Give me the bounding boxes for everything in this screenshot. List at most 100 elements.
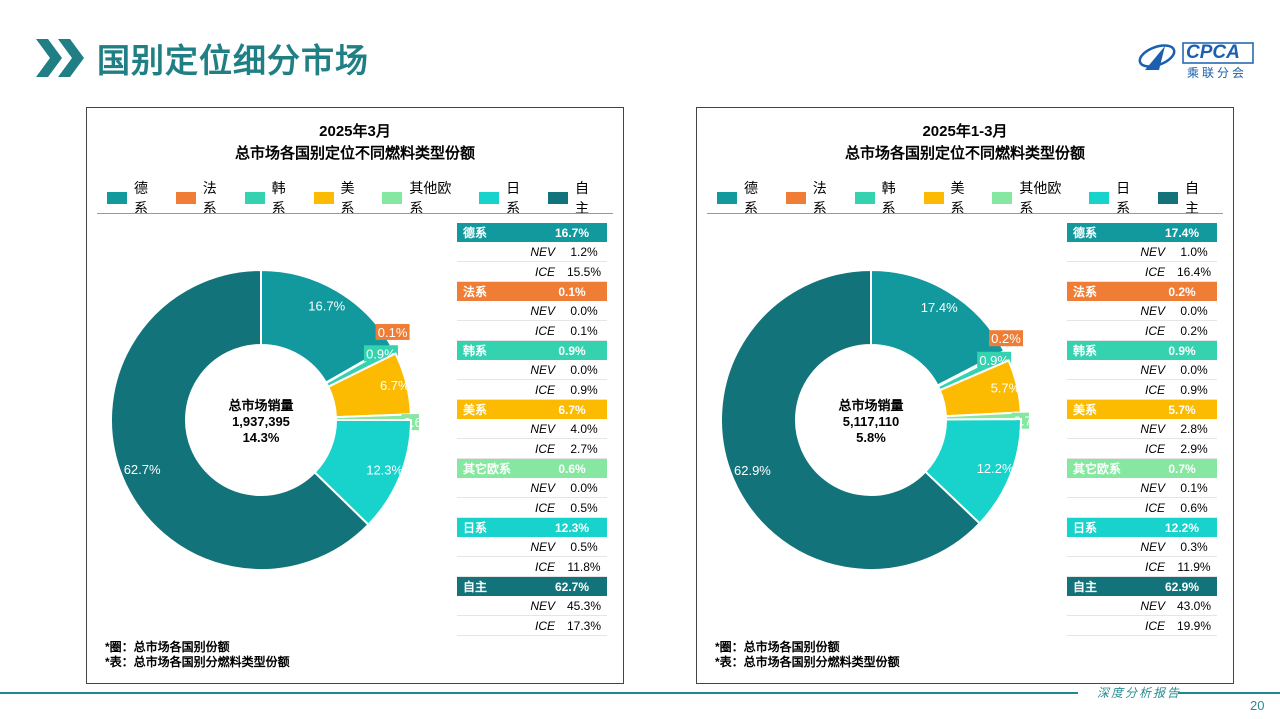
donut-chart: 16.7%0.1%0.9%6.7%0.6%12.3%62.7%总市场销量1,93… [110, 268, 419, 571]
table-group-header: 韩系 0.9% [457, 341, 607, 360]
table-row-label: NEV [530, 362, 555, 377]
table-row: ICE 2.7% [457, 439, 607, 459]
table-group-name: 其它欧系 [1073, 462, 1122, 476]
legend-label: 韩系 [271, 180, 286, 216]
table-row-label: ICE [534, 559, 555, 574]
center-label: 总市场销量 [228, 398, 293, 413]
table-group-name: 其它欧系 [463, 462, 512, 476]
table-group-header: 美系 6.7% [457, 400, 607, 419]
divider [97, 213, 613, 214]
slice-label: 12.2% [977, 461, 1014, 476]
table-row: NEV 43.0% [1067, 596, 1217, 616]
table-row: NEV 0.0% [457, 478, 607, 498]
legend-swatch [717, 192, 737, 204]
legend-swatch [1158, 192, 1179, 204]
table-group-name: 德系 [463, 226, 488, 240]
legend-label: 自主 [1185, 180, 1200, 216]
table-row-label: ICE [534, 323, 555, 338]
legend-label: 其他欧系 [409, 180, 452, 216]
footer-report-label: 深度分析报告 [1097, 686, 1182, 700]
table-row-value: 11.8% [567, 559, 601, 574]
legend-swatch [107, 192, 127, 204]
table-group-total: 16.7% [554, 225, 590, 240]
legend-swatch [992, 192, 1013, 204]
table-row-value: 0.2% [1180, 323, 1208, 338]
table-row: ICE 11.9% [1067, 557, 1217, 577]
logo-subtitle: 乘联分会 [1187, 66, 1248, 80]
table-row-value: 43.0% [1176, 598, 1212, 613]
table-row-label: ICE [1144, 264, 1165, 279]
table-row-label: NEV [1140, 539, 1165, 554]
table-row: NEV 0.5% [457, 537, 607, 557]
legend-item: 其他欧系 [382, 178, 465, 218]
legend-swatch [313, 192, 334, 204]
table-row-value: 1.2% [570, 244, 598, 259]
slice-label: 17.4% [921, 300, 958, 315]
legend-label: 法系 [812, 180, 827, 216]
chart-title: 2025年1-3月 [922, 123, 1008, 140]
slice-label: 0.1% [378, 325, 408, 340]
table-row: NEV 0.1% [1067, 478, 1217, 498]
legend-swatch [785, 192, 806, 204]
slice-label: 0.2% [991, 331, 1021, 346]
table-row-label: ICE [534, 441, 555, 456]
table-row: NEV 0.0% [1067, 301, 1217, 321]
legend-swatch [244, 192, 265, 204]
table-group-name: 美系 [463, 403, 488, 417]
table-row: ICE 0.9% [1067, 380, 1217, 400]
table-group-name: 日系 [1073, 521, 1098, 535]
table-row-value: 2.9% [1180, 441, 1208, 456]
table-row: ICE 2.9% [1067, 439, 1217, 459]
chart-subtitle: 总市场各国别定位不同燃料类型份额 [234, 145, 475, 162]
legend-item: 自主 [1158, 178, 1213, 218]
legend-item: 韩系 [854, 178, 910, 218]
table-group-name: 韩系 [1073, 344, 1098, 358]
table-group-name: 法系 [463, 285, 488, 299]
divider [707, 213, 1223, 214]
table-row-value: 0.1% [570, 323, 598, 338]
note-line: *表：总市场各国别分燃料类型份额 [105, 655, 290, 669]
chart-subtitle: 总市场各国别定位不同燃料类型份额 [844, 145, 1085, 162]
share-table: 德系 17.4% NEV 1.0% ICE 16.4% 法系 0.2% NEV 0.0% ICE 0.… [1067, 223, 1217, 636]
table-row-value: 15.5% [566, 264, 602, 279]
slice-label: 16.7% [308, 298, 345, 313]
note-line: *圈：总市场各国别份额 [715, 640, 840, 654]
table-group-name: 德系 [1073, 226, 1098, 240]
table-group-header: 其它欧系 0.7% [1067, 459, 1217, 478]
table-row: NEV 0.0% [457, 360, 607, 380]
table-row-value: 0.0% [570, 362, 598, 377]
legend-label: 日系 [1116, 180, 1131, 216]
page-number: 20 [1250, 698, 1265, 713]
legend-label: 法系 [202, 180, 217, 216]
table-row: NEV 0.3% [1067, 537, 1217, 557]
logo-text: CPCA [1186, 42, 1240, 63]
table-row-value: 16.4% [1176, 264, 1212, 279]
legend-label: 德系 [133, 180, 148, 216]
slice-label-bg [375, 323, 410, 340]
table-row-label: ICE [534, 618, 555, 633]
cpca-logo-icon [1138, 42, 1254, 70]
table-row-label: NEV [1140, 244, 1165, 259]
chart-title: 2025年3月 [319, 123, 391, 140]
legend-label: 自主 [575, 180, 590, 216]
table-row-label: ICE [1144, 441, 1165, 456]
donut-slice [870, 268, 1006, 387]
slice-label: 62.9% [734, 463, 771, 478]
table-row: ICE 16.4% [1067, 262, 1217, 282]
table-group-header: 其它欧系 0.6% [457, 459, 607, 478]
legend-label: 其他欧系 [1019, 180, 1062, 216]
table-row-value: 11.9% [1177, 559, 1211, 574]
center-growth: 14.3% [243, 430, 280, 445]
table-row-value: 0.6% [1180, 500, 1208, 515]
table-row-label: NEV [530, 539, 555, 554]
table-row-value: 0.5% [570, 500, 598, 515]
table-row-label: NEV [1140, 362, 1165, 377]
table-row: ICE 0.1% [457, 321, 607, 341]
legend-swatch [1089, 192, 1110, 204]
legend-item: 日系 [479, 178, 534, 218]
table-row-label: NEV [530, 303, 555, 318]
table-row-value: 19.9% [1176, 618, 1212, 633]
table-group-name: 美系 [1073, 403, 1098, 417]
legend-item: 德系 [107, 178, 162, 218]
legend-swatch [175, 192, 196, 204]
